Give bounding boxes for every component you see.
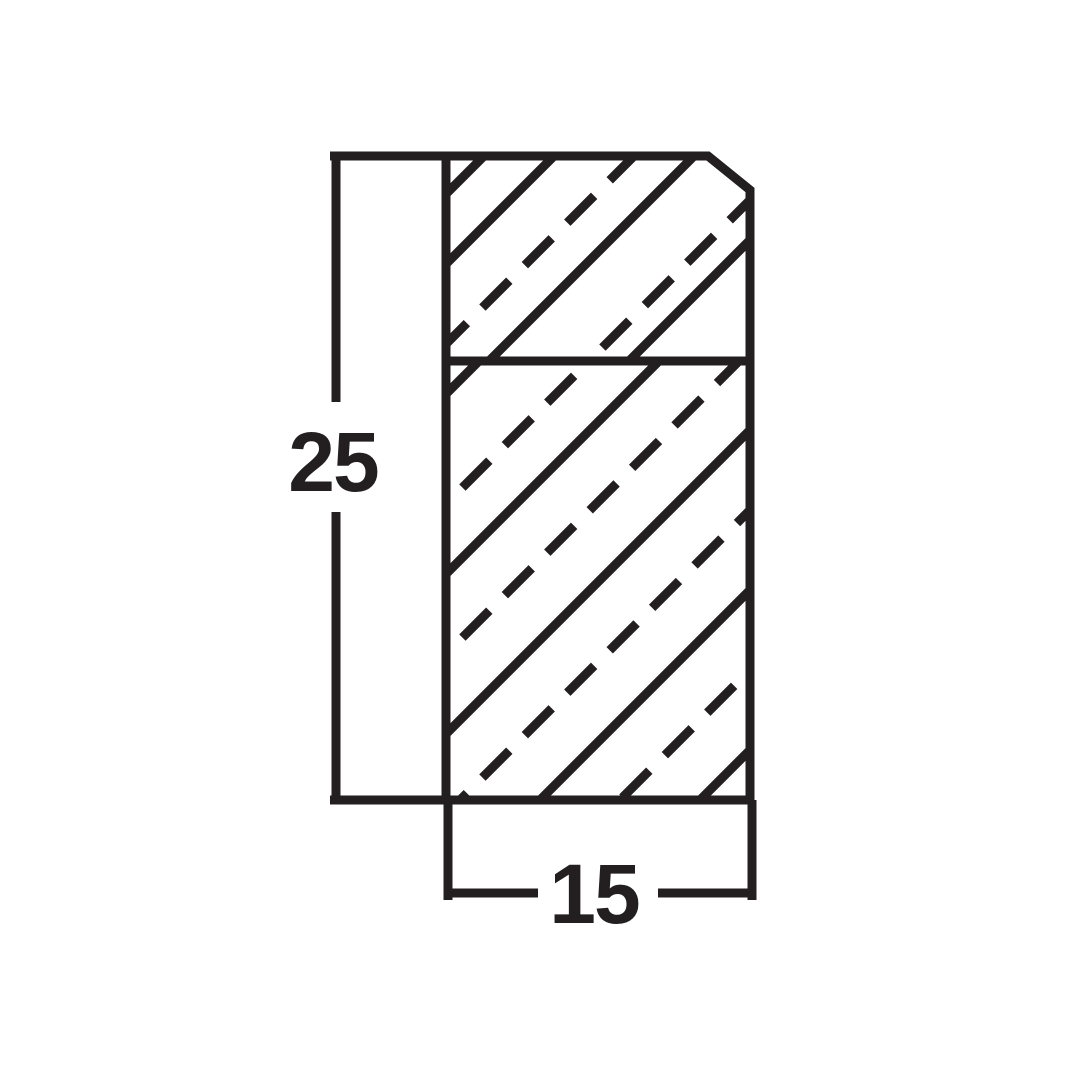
hatch-solid-line [556, 166, 750, 358]
profile-outline [441, 151, 755, 805]
hatch-dashed-line [556, 156, 750, 358]
height-dimension-label: 25 [278, 418, 388, 506]
hatch-solid-line [656, 696, 750, 800]
hatch-solid-line [446, 156, 624, 334]
width-dimension [443, 800, 757, 900]
hatch-dashed-line [446, 456, 750, 800]
hatch-dashed-line [446, 364, 750, 684]
hatch-solid-line [496, 536, 750, 800]
hatch-solid-line [446, 364, 750, 624]
hatch-solid-line [446, 156, 624, 264]
upper-section-hatch [446, 156, 750, 358]
hatch-dashed-line [446, 364, 644, 534]
hatch-dashed-line [446, 156, 724, 354]
hatch-dashed-line [576, 616, 750, 800]
width-dimension-label: 15 [538, 852, 650, 936]
lower-section-hatch [446, 364, 750, 800]
hatch-solid-line [446, 376, 750, 784]
hatch-solid-line [446, 156, 750, 358]
height-dimension [330, 151, 446, 805]
